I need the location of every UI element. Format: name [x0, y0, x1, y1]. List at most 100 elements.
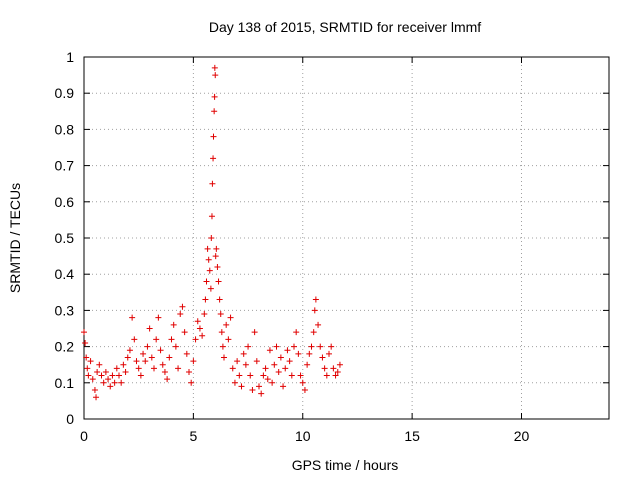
data-point	[151, 365, 157, 372]
data-point	[148, 354, 155, 361]
data-point	[118, 379, 125, 386]
data-point	[159, 361, 166, 368]
data-point	[219, 343, 226, 350]
data-point	[301, 387, 308, 394]
data-point	[113, 365, 120, 372]
data-point	[218, 329, 225, 336]
data-point	[83, 354, 90, 361]
data-point	[183, 350, 190, 357]
data-point	[201, 311, 208, 318]
data-point	[319, 354, 326, 361]
data-point	[142, 358, 149, 365]
data-point	[131, 336, 138, 343]
data-point	[286, 358, 293, 365]
y-tick-label: 0.1	[55, 375, 75, 391]
data-point	[297, 372, 304, 379]
data-point	[310, 329, 317, 336]
data-point	[311, 307, 318, 314]
data-point	[96, 361, 103, 368]
data-point	[208, 213, 215, 220]
data-point	[221, 354, 227, 361]
data-point	[116, 372, 122, 379]
data-point	[179, 303, 186, 310]
data-point	[170, 321, 177, 328]
data-point	[133, 358, 140, 365]
y-tick-label: 1	[66, 49, 74, 65]
data-point	[225, 336, 232, 343]
data-point	[332, 372, 339, 379]
data-point	[164, 376, 171, 383]
y-axis-label: SRMTID / TECUs	[7, 183, 23, 293]
data-point	[192, 336, 199, 343]
data-point	[109, 372, 116, 379]
y-tick-label: 0.6	[55, 194, 75, 210]
data-point	[295, 350, 302, 357]
y-tick-label: 0.7	[55, 158, 75, 174]
data-point	[247, 372, 254, 379]
data-point	[291, 343, 297, 350]
data-point	[126, 347, 133, 354]
data-point	[107, 383, 114, 390]
data-point	[196, 325, 203, 332]
data-point	[293, 329, 300, 336]
data-point	[210, 155, 217, 162]
data-point	[89, 376, 96, 383]
data-point	[211, 64, 218, 71]
data-point	[207, 285, 214, 292]
data-point	[209, 180, 216, 187]
data-point	[256, 383, 262, 390]
x-tick-label: 15	[404, 428, 420, 444]
y-tick-label: 0.2	[55, 339, 75, 355]
data-point	[212, 72, 219, 79]
data-point	[304, 361, 311, 368]
data-point	[208, 235, 215, 241]
data-point	[84, 365, 91, 372]
data-point	[186, 368, 192, 375]
axis-ticks: 00.10.20.30.40.50.60.70.80.910 5 10 15 20	[55, 49, 609, 444]
data-point	[81, 329, 87, 336]
data-point	[211, 93, 218, 100]
data-point	[166, 354, 173, 361]
y-tick-label: 0.3	[55, 302, 75, 318]
data-point	[306, 350, 313, 357]
data-point	[91, 387, 98, 394]
data-point	[146, 325, 153, 332]
data-point	[203, 278, 210, 285]
data-point	[217, 311, 224, 318]
data-point	[288, 372, 295, 379]
data-point	[214, 263, 221, 270]
data-point	[211, 108, 218, 115]
data-point	[122, 368, 129, 375]
data-point	[204, 245, 211, 252]
data-point	[87, 358, 94, 365]
data-points	[81, 64, 343, 401]
grid	[84, 57, 609, 419]
y-tick-label: 0.9	[55, 85, 75, 101]
data-point	[135, 365, 142, 372]
data-point	[277, 354, 284, 361]
data-point	[94, 368, 101, 375]
data-point	[82, 339, 89, 346]
data-point	[161, 368, 168, 375]
data-point	[215, 278, 222, 285]
data-point	[280, 383, 287, 390]
data-point	[269, 379, 276, 386]
data-point	[312, 296, 319, 303]
data-point	[258, 390, 265, 397]
data-point	[157, 347, 164, 354]
data-point	[249, 387, 256, 394]
data-point	[334, 368, 341, 375]
x-tick-label: 20	[514, 428, 530, 444]
data-point	[205, 256, 212, 263]
y-tick-label: 0.4	[55, 266, 75, 282]
data-point	[323, 372, 330, 379]
data-point	[266, 347, 273, 354]
data-point	[144, 343, 151, 350]
data-point	[240, 350, 247, 357]
data-point	[321, 365, 328, 372]
data-point	[100, 379, 107, 386]
data-point	[328, 343, 335, 350]
data-point	[177, 311, 184, 318]
data-point	[299, 379, 306, 386]
y-tick-label: 0	[66, 411, 74, 427]
